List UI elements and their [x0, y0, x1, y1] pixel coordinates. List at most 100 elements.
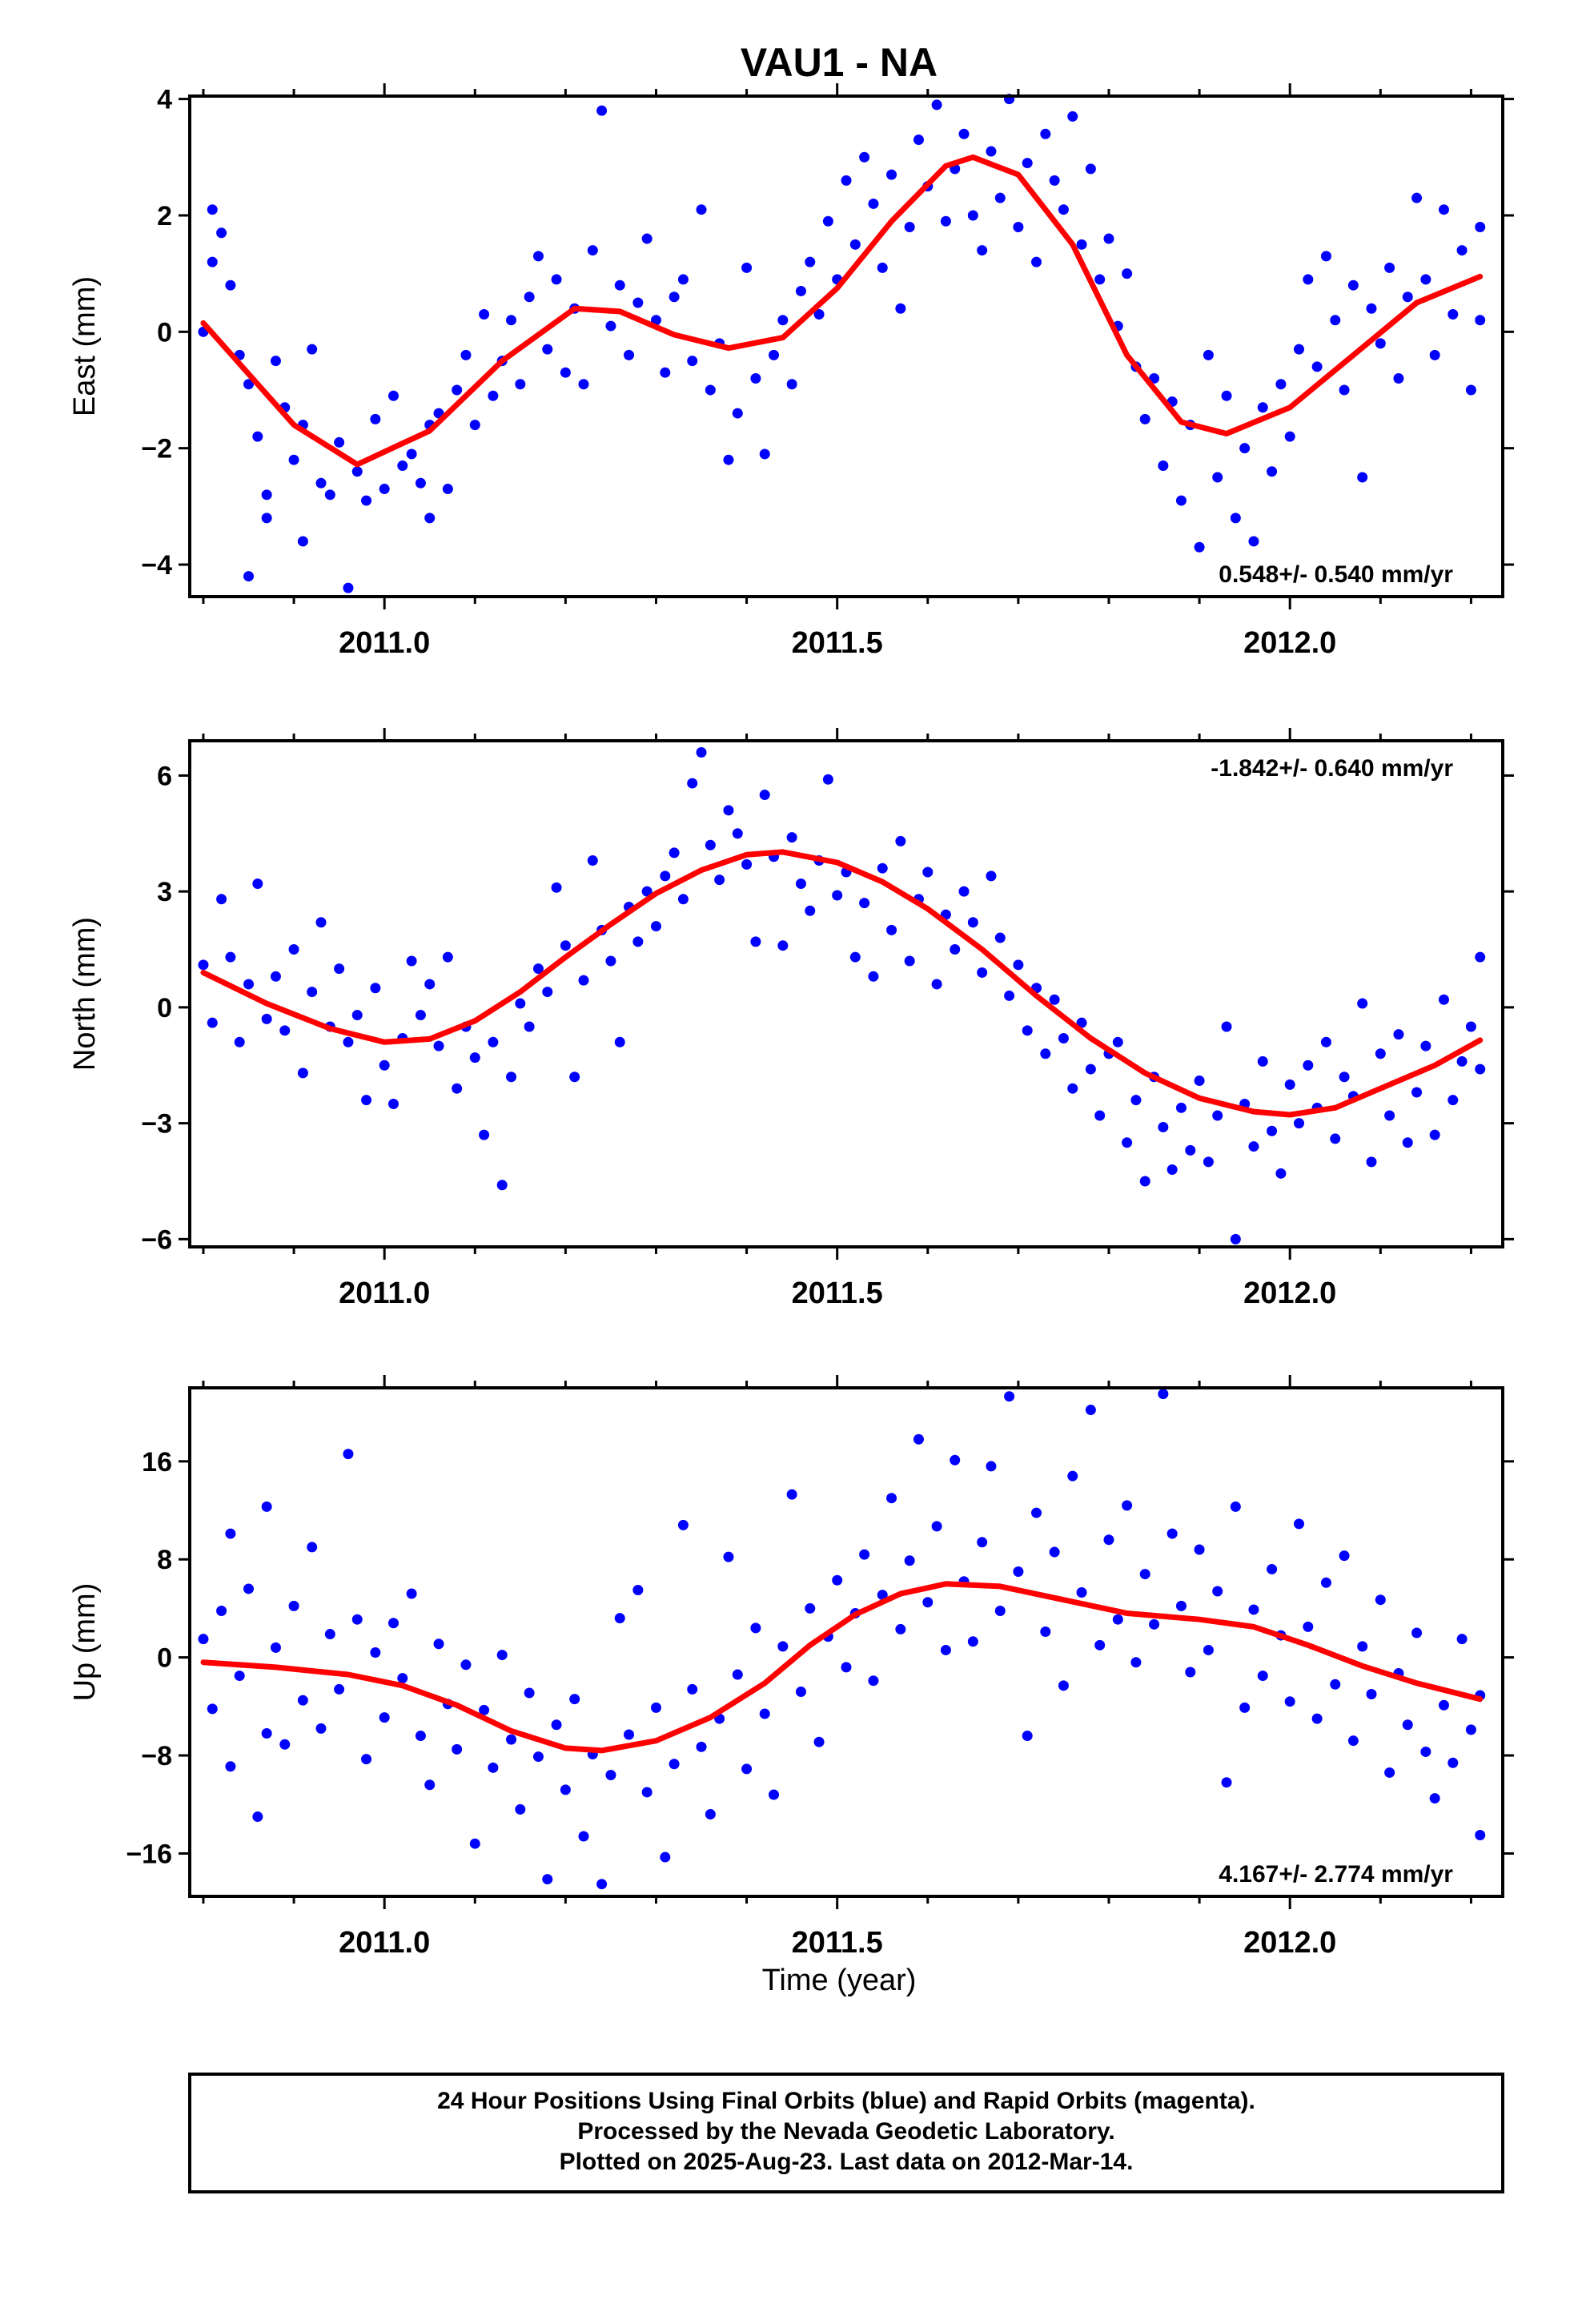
up-data-point [669, 1759, 680, 1770]
east-data-point [1411, 192, 1423, 203]
north-y-tick-label: 0 [157, 993, 172, 1023]
up-data-point [1149, 1618, 1160, 1630]
north-data-point [1166, 1164, 1178, 1176]
north-data-point [379, 1059, 390, 1071]
north-y-axis-label: North (mm) [68, 917, 102, 1071]
up-data-point [496, 1650, 508, 1661]
east-data-point [243, 379, 255, 390]
north-data-point [1429, 1129, 1440, 1140]
up-data-point [297, 1695, 308, 1706]
north-data-point [479, 1129, 490, 1140]
north-fit-curve [200, 849, 1484, 1118]
east-data-point [532, 251, 544, 262]
east-data-point [225, 279, 236, 291]
east-data-point [506, 315, 517, 326]
up-data-point [1185, 1667, 1196, 1678]
east-data-point [1438, 204, 1449, 215]
east-data-point [1375, 338, 1386, 349]
east-data-point [931, 99, 942, 111]
up-x-tick-label: 2011.0 [339, 1926, 430, 1960]
up-data-point [786, 1489, 797, 1500]
north-data-point [1221, 1021, 1232, 1032]
east-data-point [1384, 262, 1395, 273]
up-data-point [261, 1501, 272, 1512]
north-data-point [1185, 1144, 1196, 1156]
up-data-point [660, 1852, 671, 1863]
up-data-point [532, 1751, 544, 1763]
east-data-point [886, 169, 897, 180]
north-data-point [542, 987, 553, 998]
up-data-point [795, 1686, 806, 1697]
up-data-point [1031, 1507, 1042, 1518]
footer-line-2: Processed by the Nevada Geodetic Laborat… [577, 2118, 1114, 2145]
north-data-point [958, 886, 970, 897]
east-data-point [1284, 431, 1295, 442]
east-y-tick-label: 4 [157, 85, 172, 115]
up-data-point [1339, 1550, 1350, 1562]
up-data-point [904, 1555, 915, 1566]
up-data-point [614, 1613, 625, 1624]
east-data-point [1022, 158, 1033, 169]
north-data-point [252, 879, 263, 890]
up-data-point [832, 1574, 843, 1586]
east-y-tick-label: 2 [157, 201, 172, 231]
north-x-tick-label: 2011.0 [339, 1277, 430, 1310]
up-points [198, 1389, 1486, 1890]
east-data-point [1239, 443, 1251, 454]
north-data-point [469, 1052, 480, 1063]
east-data-point [343, 582, 354, 593]
north-data-point [669, 847, 680, 858]
east-data-point [1303, 274, 1314, 285]
east-data-point [1429, 349, 1440, 360]
north-data-point [641, 886, 652, 897]
up-y-tick-label: −8 [141, 1741, 172, 1771]
north-data-point [361, 1095, 372, 1106]
north-data-point [415, 1010, 426, 1021]
east-data-point [1058, 204, 1069, 215]
north-data-point [207, 1017, 218, 1028]
north-data-point [950, 944, 961, 955]
north-data-point [1112, 1036, 1123, 1047]
east-data-point [1031, 256, 1042, 267]
east-data-point [1221, 390, 1232, 401]
up-y-axis-label: Up (mm) [68, 1583, 102, 1702]
east-data-point [315, 477, 327, 489]
north-data-point [696, 746, 707, 758]
up-data-point [977, 1537, 988, 1548]
north-data-point [967, 917, 978, 928]
east-data-point [334, 436, 345, 448]
up-y-tick-label: 0 [157, 1643, 172, 1674]
east-fit-curve [200, 154, 1484, 468]
east-data-point [524, 292, 535, 303]
up-data-point [207, 1703, 218, 1715]
east-data-point [859, 151, 870, 163]
east-data-point [822, 215, 833, 227]
up-data-point [488, 1762, 499, 1773]
up-data-point [252, 1811, 263, 1823]
up-data-point [406, 1588, 417, 1599]
east-data-point [660, 367, 671, 378]
north-data-point [452, 1083, 463, 1094]
north-data-point [1420, 1040, 1431, 1051]
east-data-point [1339, 384, 1350, 396]
east-data-point [994, 192, 1006, 203]
up-data-point [805, 1602, 816, 1614]
east-data-point [1393, 372, 1404, 384]
north-y-tick-label: −3 [141, 1109, 172, 1140]
up-data-point [216, 1605, 227, 1616]
east-data-point [578, 379, 589, 390]
east-data-point [1465, 384, 1476, 396]
east-data-point [795, 285, 806, 296]
up-data-point [387, 1618, 399, 1629]
up-data-point [1094, 1639, 1106, 1651]
east-y-tick-label: 0 [157, 317, 172, 348]
up-data-point [1049, 1546, 1060, 1558]
up-data-point [243, 1583, 255, 1594]
east-data-point [415, 477, 426, 489]
north-data-point [587, 855, 598, 866]
east-rate-label: 0.548+/- 0.540 mm/yr [1219, 561, 1453, 588]
north-x-tick-label: 2012.0 [1243, 1277, 1336, 1310]
north-data-point [1411, 1087, 1423, 1098]
north-data-point [1465, 1021, 1476, 1032]
